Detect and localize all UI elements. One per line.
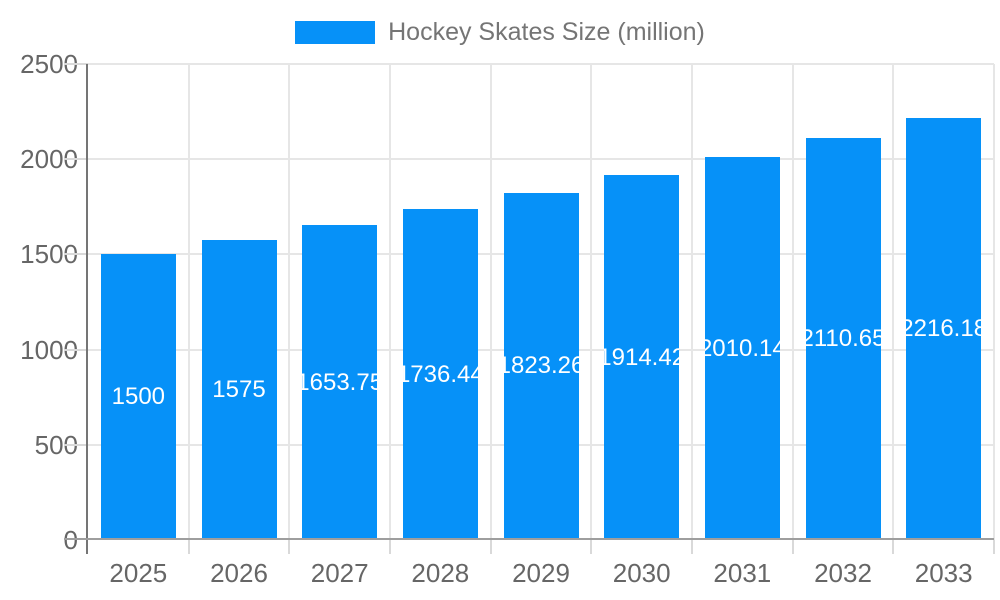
- bar[interactable]: 1575: [201, 240, 277, 540]
- legend: Hockey Skates Size (million): [0, 14, 1000, 50]
- bar[interactable]: 1914.42: [604, 175, 680, 540]
- gridline-vertical: [791, 64, 794, 540]
- bar[interactable]: 1736.44: [402, 209, 478, 540]
- x-tick-label: 2027: [310, 558, 369, 588]
- x-tick-mark: [489, 540, 492, 554]
- bar[interactable]: 2010.14: [704, 157, 780, 540]
- gridline-vertical: [590, 64, 593, 540]
- x-tick-mark: [892, 540, 895, 554]
- y-tick-mark: [64, 63, 88, 65]
- gridline-vertical: [288, 64, 291, 540]
- x-tick-label: 2025: [109, 558, 168, 588]
- gridline-vertical: [489, 64, 492, 540]
- y-axis-line: [86, 64, 88, 554]
- x-tick-label: 2031: [713, 558, 772, 588]
- x-tick-mark: [389, 540, 391, 554]
- bar-value-label: 2216.18: [906, 315, 982, 342]
- bar[interactable]: 1500: [100, 254, 176, 540]
- x-tick-label: 2033: [914, 558, 973, 588]
- x-tick-mark: [187, 540, 190, 554]
- gridline-horizontal: [88, 63, 994, 65]
- bar-value-label: 1823.26: [503, 352, 579, 380]
- bar-value-label: 1653.75: [302, 368, 378, 396]
- x-tick-mark: [993, 540, 995, 554]
- bar[interactable]: 1823.26: [503, 192, 579, 540]
- x-tick-label: 2026: [210, 558, 268, 588]
- x-tick-mark: [691, 540, 693, 554]
- bar-value-label: 2110.65: [805, 325, 881, 353]
- x-tick-label: 2030: [612, 558, 671, 588]
- bar[interactable]: 2216.18: [906, 118, 982, 540]
- gridline-vertical: [892, 64, 895, 540]
- bar-value-label: 2010.14: [704, 334, 780, 362]
- bar-value-label: 1914.42: [604, 343, 680, 371]
- x-tick-label: 2032: [814, 558, 872, 588]
- gridline-vertical: [187, 64, 190, 540]
- x-tick-label: 2028: [411, 558, 470, 588]
- bar[interactable]: 1653.75: [302, 225, 378, 540]
- y-tick-mark: [64, 253, 88, 256]
- gridline-vertical: [691, 64, 693, 540]
- x-axis-line: [64, 538, 994, 540]
- y-tick-mark: [64, 348, 88, 351]
- gridline-vertical: [389, 64, 391, 540]
- plot-area: 1500 1575 1653.75 1736.44 1823.26 1914.42 2010…: [64, 63, 995, 554]
- bar[interactable]: 2110.65: [805, 138, 881, 540]
- x-tick-mark: [791, 540, 794, 554]
- bar-value-label: 1736.44: [402, 360, 478, 388]
- legend-label: Hockey Skates Size (million): [388, 17, 705, 46]
- gridline-horizontal: [88, 158, 994, 161]
- gridline-vertical: [993, 64, 995, 540]
- bar-value-label: 1575: [212, 376, 266, 404]
- x-tick-label: 2029: [512, 558, 570, 588]
- y-tick-mark: [64, 443, 88, 446]
- x-tick-mark: [590, 540, 593, 554]
- y-tick-label: 0: [63, 525, 78, 555]
- legend-swatch: [295, 20, 376, 44]
- y-tick-mark: [64, 158, 88, 161]
- bar-value-label: 1500: [111, 383, 166, 411]
- x-tick-mark: [288, 540, 291, 554]
